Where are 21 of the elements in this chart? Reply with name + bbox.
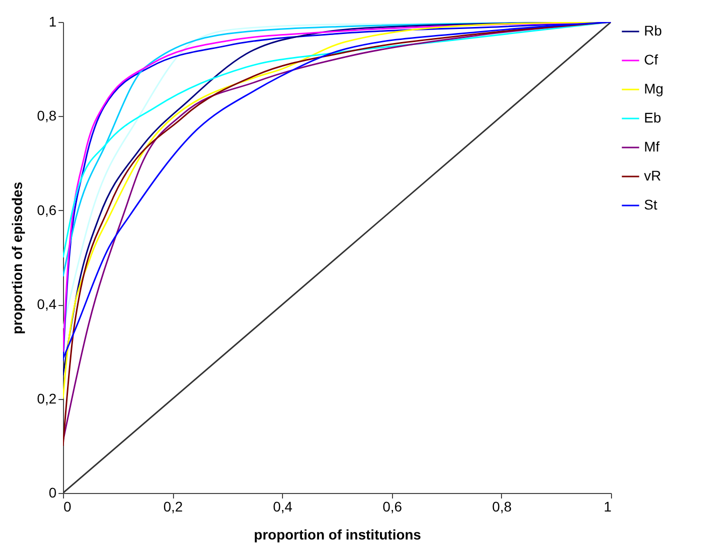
y-tick-label: 0,2 bbox=[37, 390, 57, 406]
legend-label: Mg bbox=[644, 80, 664, 96]
x-tick-label: 0,4 bbox=[272, 498, 293, 514]
y-tick-label: 0 bbox=[48, 484, 57, 500]
y-tick-label: 0,8 bbox=[37, 108, 57, 124]
y-tick-label: 0,6 bbox=[37, 202, 57, 218]
x-tick-label: 0,8 bbox=[492, 498, 512, 514]
legend-label: Eb bbox=[644, 110, 662, 126]
legend-label: St bbox=[644, 196, 658, 212]
x-axis-title: proportion of institutions bbox=[254, 526, 422, 542]
legend-label: Mf bbox=[644, 138, 660, 154]
y-axis-title: proportion of episodes bbox=[9, 182, 26, 334]
x-tick-label: 1 bbox=[604, 498, 612, 514]
legend-label: vR bbox=[644, 168, 662, 184]
x-tick-label: 0,6 bbox=[382, 498, 402, 514]
y-tick-label: 1 bbox=[48, 14, 57, 30]
y-tick-label: 0,4 bbox=[37, 296, 57, 312]
legend-label: Cf bbox=[644, 52, 658, 68]
legend-label: Rb bbox=[644, 22, 662, 38]
x-tick-label: 0 bbox=[64, 498, 72, 514]
x-tick-label: 0,2 bbox=[163, 498, 184, 514]
